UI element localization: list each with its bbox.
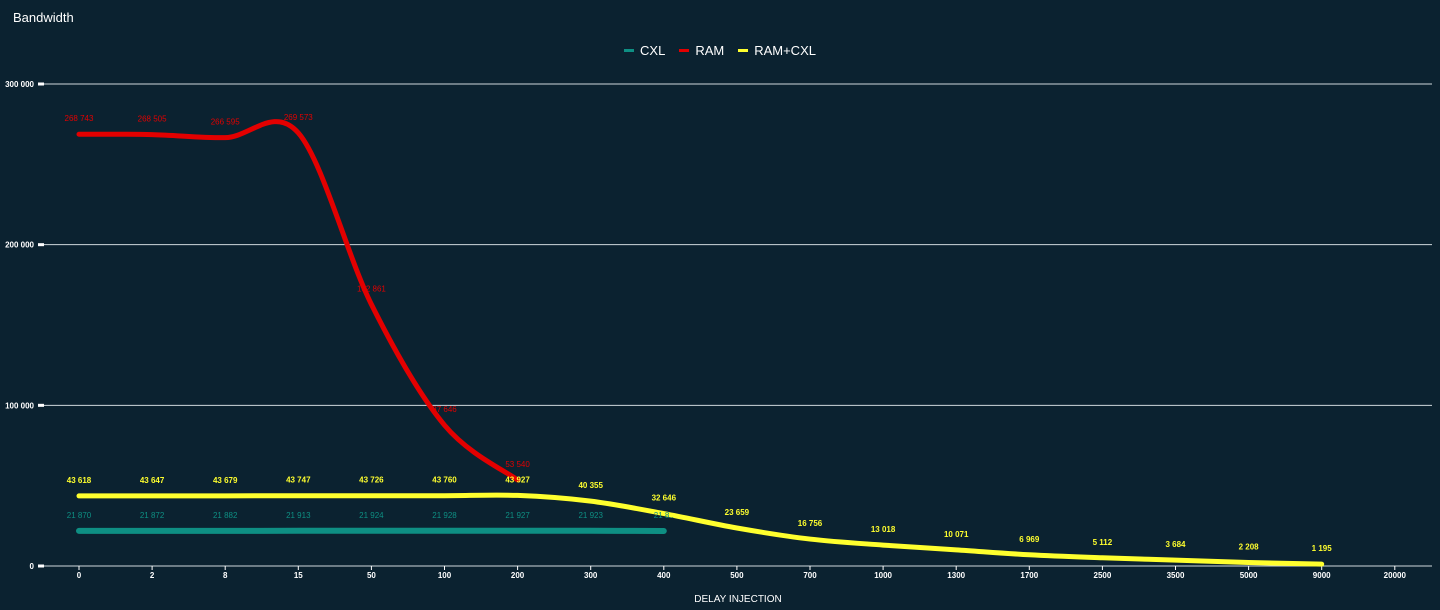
data-label-ram-cxl: 43 927 — [505, 475, 530, 484]
legend-swatch — [679, 49, 690, 52]
x-tick-label: 500 — [730, 571, 744, 580]
data-label-ram-cxl: 23 659 — [725, 508, 750, 517]
x-tick-label: 2 — [150, 571, 155, 580]
data-label-ram: 162 861 — [357, 284, 386, 293]
legend-label: RAM+CXL — [754, 43, 816, 58]
y-tick-label: 0 — [30, 562, 35, 571]
chart-title: Bandwidth — [13, 10, 74, 25]
data-label-ram: 269 573 — [284, 113, 313, 122]
data-label-ram-cxl: 43 747 — [286, 476, 311, 485]
data-label-cxl: 21 923 — [578, 511, 603, 520]
data-label-cxl: 21 870 — [67, 511, 92, 520]
data-label-ram-cxl: 3 684 — [1165, 540, 1186, 549]
data-label-ram-cxl: 16 756 — [798, 519, 823, 528]
x-tick-label: 1000 — [874, 571, 892, 580]
x-tick-label: 9000 — [1313, 571, 1331, 580]
y-tick-mark — [38, 403, 44, 407]
x-tick-label: 1300 — [947, 571, 965, 580]
data-label-ram-cxl: 2 208 — [1239, 542, 1260, 551]
data-label-ram-cxl: 32 646 — [652, 494, 677, 503]
legend-label: CXL — [640, 43, 666, 58]
data-label-ram-cxl: 1 195 — [1312, 544, 1333, 553]
x-tick-label: 20000 — [1384, 571, 1407, 580]
data-label-cxl: 21 8.. — [654, 511, 674, 520]
data-label-cxl: 21 872 — [140, 511, 165, 520]
data-label-ram-cxl: 43 726 — [359, 476, 384, 485]
data-label-ram: 268 505 — [138, 115, 167, 124]
x-tick-label: 50 — [367, 571, 376, 580]
legend-item[interactable]: CXL — [624, 43, 665, 58]
legend: CXL RAM RAM+CXL — [0, 43, 1440, 58]
data-label-cxl: 21 924 — [359, 511, 384, 520]
legend-item[interactable]: RAM — [679, 43, 724, 58]
x-tick-label: 300 — [584, 571, 598, 580]
data-label-cxl: 21 927 — [505, 511, 530, 520]
data-label-ram-cxl: 43 618 — [67, 476, 92, 485]
data-label-ram: 87 646 — [432, 405, 457, 414]
y-tick-mark — [38, 82, 44, 86]
x-tick-label: 5000 — [1240, 571, 1258, 580]
data-label-ram-cxl: 10 071 — [944, 530, 969, 539]
data-label-ram-cxl: 43 760 — [432, 476, 457, 485]
legend-swatch — [738, 49, 749, 52]
x-tick-label: 8 — [223, 571, 228, 580]
x-tick-label: 3500 — [1167, 571, 1185, 580]
data-label-ram: 53 540 — [505, 460, 530, 469]
series-line-ram-cxl — [76, 492, 1325, 567]
data-label-cxl: 21 913 — [286, 511, 311, 520]
data-label-ram-cxl: 43 647 — [140, 476, 165, 485]
series-line-ram — [76, 119, 521, 483]
x-tick-label: 200 — [511, 571, 525, 580]
y-tick-mark — [38, 564, 44, 568]
data-label-ram-cxl: 13 018 — [871, 525, 896, 534]
y-tick-label: 100 000 — [5, 401, 34, 410]
data-label-ram-cxl: 5 112 — [1093, 538, 1113, 547]
data-label-ram-cxl: 40 355 — [578, 481, 603, 490]
legend-label: RAM — [695, 43, 725, 58]
x-axis-title: DELAY INJECTION — [694, 594, 781, 605]
x-tick-label: 2500 — [1094, 571, 1112, 580]
y-tick-mark — [38, 243, 44, 247]
data-label-cxl: 21 882 — [213, 511, 238, 520]
data-label-ram: 268 743 — [65, 114, 94, 123]
legend-item[interactable]: RAM+CXL — [738, 43, 816, 58]
data-label-ram-cxl: 43 679 — [213, 476, 238, 485]
x-tick-label: 0 — [77, 571, 82, 580]
legend-swatch — [624, 49, 635, 52]
data-label-cxl: 21 928 — [432, 511, 457, 520]
x-tick-label: 700 — [803, 571, 817, 580]
x-tick-label: 100 — [438, 571, 452, 580]
data-label-ram-cxl: 6 969 — [1019, 535, 1040, 544]
x-tick-label: 1700 — [1020, 571, 1038, 580]
y-tick-label: 300 000 — [5, 80, 34, 89]
x-tick-label: 15 — [294, 571, 303, 580]
y-tick-label: 200 000 — [5, 241, 34, 250]
x-tick-label: 400 — [657, 571, 671, 580]
data-label-ram: 266 595 — [211, 118, 240, 127]
